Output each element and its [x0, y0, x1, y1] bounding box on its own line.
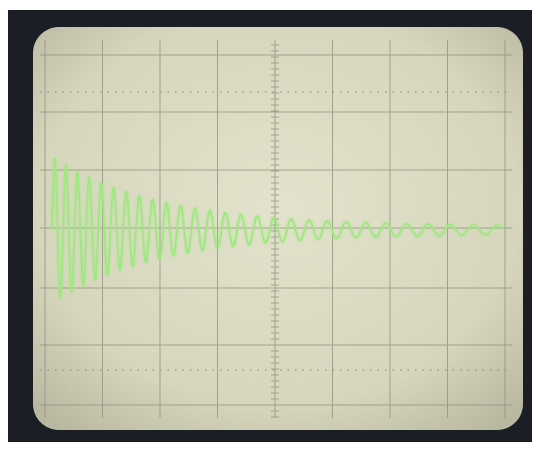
oscilloscope-photo	[0, 0, 538, 450]
